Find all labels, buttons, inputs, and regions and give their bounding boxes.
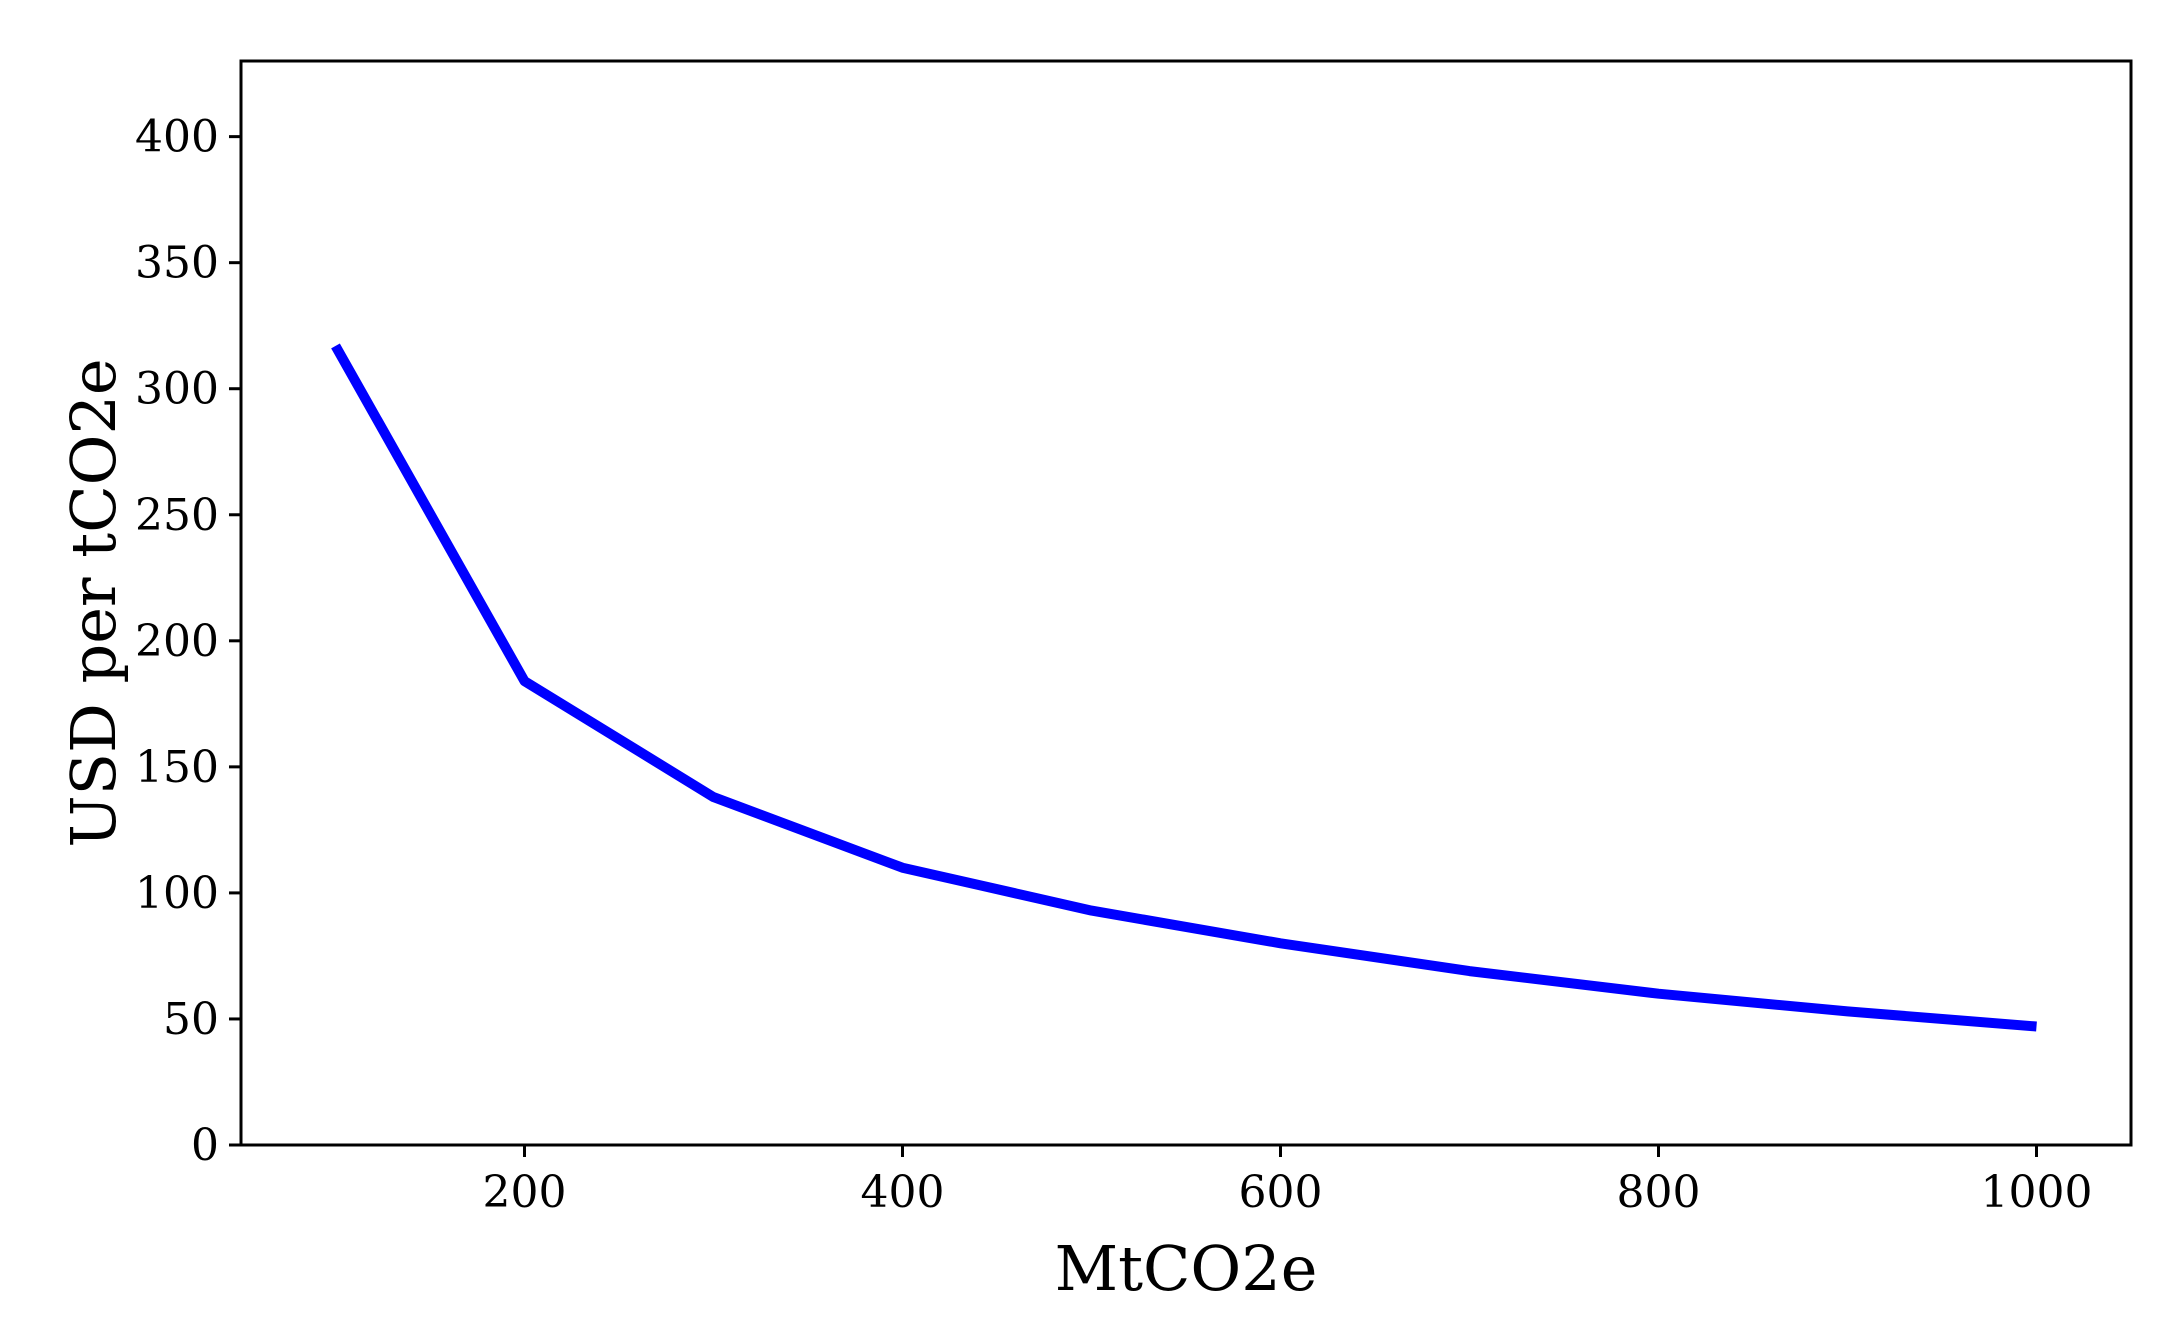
y-tick-label: 300 [135,364,219,415]
x-tick-label: 800 [1617,1167,1701,1218]
y-tick-label: 100 [135,868,219,919]
y-tick-label: 150 [135,742,219,793]
y-tick-label: 50 [163,994,219,1045]
y-axis-ticks: 0 50 100 150 200 250 300 350 400 [135,112,241,1171]
x-tick-label: 600 [1239,1167,1323,1218]
y-tick-label: 0 [191,1120,219,1171]
y-axis-label: USD per tCO2e [57,358,130,847]
y-tick-label: 200 [135,616,219,667]
x-axis-ticks: 200 400 600 800 1000 [483,1145,2093,1218]
plot-frame [239,59,2133,1147]
x-tick-label: 200 [483,1167,567,1218]
y-tick-label: 400 [135,112,219,163]
y-tick-label: 350 [135,238,219,289]
x-tick-label: 1000 [1981,1167,2093,1218]
series-layer [331,343,2037,1032]
y-tick-label: 250 [135,490,219,541]
series-line [331,343,2037,1032]
x-axis-label: MtCO2e [1055,1232,1318,1305]
x-tick-label: 400 [861,1167,945,1218]
